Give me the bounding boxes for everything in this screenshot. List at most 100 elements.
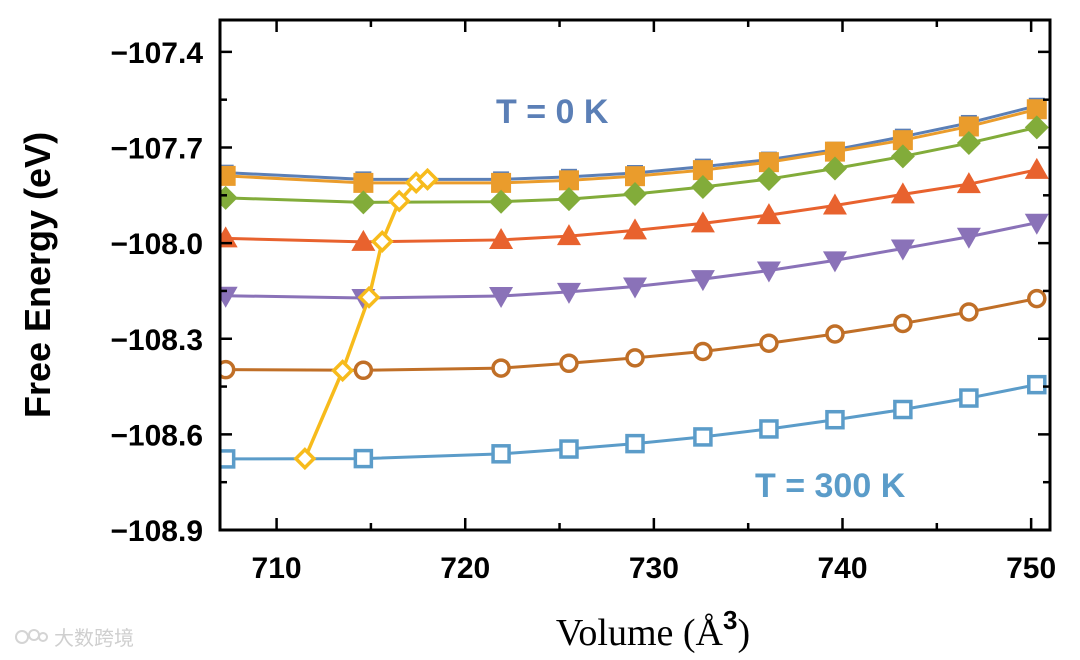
series-6-point-4: [625, 433, 645, 454]
series-1-point-2: [491, 172, 512, 193]
series-3-point-10: [1024, 157, 1049, 179]
watermark-logo-icon-3: [38, 632, 48, 642]
x-axis-label-close: ): [737, 612, 750, 654]
series-2-point-10: [1024, 115, 1049, 140]
series-2-point-1: [351, 190, 376, 215]
series-3-point-1: [351, 229, 376, 251]
series-3-point-9: [956, 172, 981, 194]
plot-series: [220, 97, 1049, 469]
series-1: [220, 99, 1047, 193]
minimum-curve: [293, 167, 439, 471]
watermark: 大数跨境: [15, 626, 134, 650]
y-tick-label-3: −108.3: [110, 324, 203, 357]
minimum-point-0: [293, 447, 317, 471]
series-2-point-7: [822, 156, 847, 181]
x-axis-label-sup: 3: [723, 605, 737, 635]
y-axis-label: Free Energy (eV): [17, 132, 58, 418]
series-4-point-5: [690, 270, 715, 292]
series-5-point-2: [491, 358, 511, 378]
series-5-point-7: [825, 324, 845, 344]
series-3-point-6: [756, 203, 781, 225]
axis-ticks: [220, 20, 1050, 532]
series-6: [220, 374, 1047, 469]
series-6-point-5: [693, 427, 713, 447]
series-3-point-3: [556, 224, 581, 246]
minimum-line: [303, 177, 428, 460]
series-2-point-3: [556, 187, 581, 212]
y-tick-label-1: −107.7: [110, 133, 203, 166]
annotation-t300k: T = 300 K: [755, 467, 906, 505]
x-axis-label: Volume (Å3): [556, 605, 750, 654]
annotation-t0k: T = 0 K: [496, 93, 609, 131]
series-4-point-4: [623, 277, 647, 299]
watermark-logo-icon: [15, 630, 29, 644]
series-6-point-7: [825, 409, 845, 430]
minimum-point-3: [370, 230, 394, 254]
series-5-point-6: [759, 333, 779, 353]
series-2-point-8: [890, 144, 915, 169]
y-tick-label-5: −108.9: [110, 515, 203, 548]
series-6-point-9: [959, 388, 979, 408]
series-3-point-4: [623, 218, 647, 240]
x-tick-label-3: 740: [817, 552, 867, 585]
series-1-point-1: [353, 172, 374, 193]
x-tick-label-4: 750: [1006, 552, 1056, 585]
x-tick-label-2: 730: [629, 552, 679, 585]
series-4-point-2: [489, 287, 514, 309]
series-2-point-5: [690, 175, 715, 200]
series-5-point-5: [693, 341, 713, 362]
series-3-point-7: [822, 193, 847, 215]
series-5-point-9: [959, 302, 979, 322]
minimum-point-4: [387, 189, 411, 213]
series-3-point-5: [690, 211, 715, 233]
series-4-point-7: [822, 251, 847, 273]
series-5-point-1: [353, 360, 374, 381]
x-tick-label-0: 710: [252, 552, 302, 585]
series-3-point-2: [489, 227, 514, 249]
series-6-point-10: [1027, 374, 1047, 395]
series-2-point-0: [220, 185, 238, 210]
series-5-point-0: [220, 359, 236, 380]
axis-tick-labels: 710 720 730 740 750 −107.4 −107.7 −108.0 −108.3 −…: [110, 37, 1056, 585]
watermark-text: 大数跨境: [54, 626, 134, 650]
x-axis-label-main: Volume (Å: [556, 612, 724, 654]
series-6-point-2: [491, 444, 511, 464]
series-2-point-6: [756, 167, 781, 192]
series-5-point-3: [559, 353, 579, 374]
series-2-point-4: [623, 182, 647, 207]
series-4-point-10: [1024, 213, 1049, 235]
x-tick-label-1: 720: [440, 552, 490, 585]
series-1-point-5: [692, 160, 713, 181]
series-2-point-9: [956, 131, 981, 156]
series-1-point-9: [958, 116, 979, 137]
series-5: [220, 288, 1047, 381]
series-5-point-4: [625, 348, 645, 368]
series-6-point-0: [220, 449, 236, 469]
series-1-point-7: [824, 141, 845, 162]
y-tick-label-4: −108.6: [110, 419, 203, 452]
series-1-point-8: [892, 130, 913, 151]
series-4-point-3: [556, 282, 581, 304]
series-4-point-6: [756, 261, 781, 283]
series-2-point-2: [489, 189, 514, 214]
series-1-point-3: [558, 170, 579, 191]
series-5-point-8: [893, 313, 913, 334]
series-5-point-10: [1027, 288, 1047, 309]
y-tick-label-2: −108.0: [110, 228, 203, 261]
series-6-point-8: [893, 399, 913, 420]
series-6-point-3: [559, 439, 579, 459]
series-4-point-9: [956, 227, 981, 249]
series-1-point-6: [758, 152, 779, 173]
series-6-point-6: [759, 419, 779, 439]
minimum-point-6: [416, 167, 439, 191]
watermark-logo-icon-2: [28, 629, 40, 641]
series-2: [220, 115, 1049, 215]
series-4: [220, 213, 1049, 310]
y-tick-label-0: −107.4: [110, 37, 203, 70]
series-3-point-8: [890, 182, 915, 204]
series-1-point-4: [625, 166, 645, 187]
minimum-point-1: [331, 359, 355, 383]
series-1-point-0: [220, 165, 236, 186]
minimum-point-2: [357, 285, 381, 309]
